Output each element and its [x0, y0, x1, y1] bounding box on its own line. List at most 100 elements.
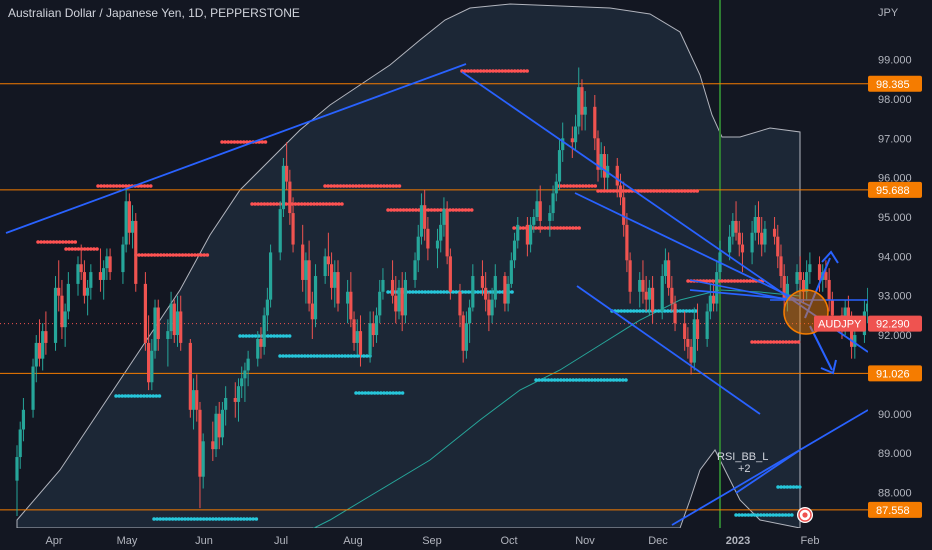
candle[interactable] [503, 272, 507, 312]
candle[interactable] [529, 217, 533, 253]
candle[interactable] [15, 445, 19, 517]
candle[interactable] [506, 276, 510, 312]
channel-upper[interactable] [689, 279, 791, 301]
candle[interactable] [191, 378, 196, 430]
candle[interactable] [772, 217, 777, 245]
candle[interactable] [695, 303, 700, 351]
candle[interactable] [326, 232, 330, 277]
candle[interactable] [34, 335, 38, 383]
candle[interactable] [358, 315, 363, 367]
candle[interactable] [31, 358, 35, 418]
candle[interactable] [779, 244, 783, 288]
candle[interactable] [147, 315, 151, 391]
trend-lines[interactable] [5, 63, 868, 526]
candle[interactable] [615, 157, 619, 198]
candle[interactable] [734, 201, 738, 241]
candle[interactable] [304, 252, 308, 304]
candle[interactable] [416, 224, 420, 273]
candle[interactable] [307, 240, 311, 312]
candle[interactable] [265, 287, 269, 332]
candle[interactable] [670, 276, 674, 312]
candle[interactable] [403, 272, 408, 324]
candle[interactable] [827, 268, 831, 312]
candle[interactable] [201, 433, 205, 489]
candle[interactable] [763, 220, 767, 253]
candle[interactable] [259, 327, 263, 359]
candle[interactable] [622, 181, 626, 237]
candle[interactable] [166, 319, 170, 367]
candle[interactable] [866, 287, 869, 324]
candle[interactable] [329, 252, 334, 300]
candle[interactable] [41, 323, 45, 371]
candle[interactable] [423, 189, 427, 241]
candle[interactable] [124, 189, 128, 253]
candle[interactable] [705, 303, 709, 347]
candle[interactable] [368, 311, 372, 363]
candle[interactable] [240, 366, 244, 399]
candle[interactable] [468, 299, 472, 343]
candle[interactable] [220, 401, 225, 446]
candle[interactable] [21, 398, 26, 442]
candle[interactable] [86, 279, 90, 316]
candle[interactable] [390, 260, 395, 304]
candle[interactable] [580, 79, 584, 131]
candle[interactable] [557, 138, 562, 190]
candle[interactable] [394, 276, 398, 324]
candle[interactable] [554, 173, 558, 202]
candle[interactable] [593, 95, 597, 151]
trend-line-1[interactable] [461, 71, 868, 353]
candle[interactable] [82, 260, 87, 304]
candle[interactable] [471, 264, 475, 312]
candle[interactable] [336, 260, 340, 312]
candle[interactable] [490, 287, 494, 324]
candle[interactable] [150, 338, 154, 391]
candle[interactable] [599, 142, 603, 178]
candle[interactable] [211, 421, 215, 461]
candle[interactable] [246, 350, 250, 387]
candle[interactable] [663, 248, 668, 284]
target-icon[interactable] [797, 507, 813, 523]
candle[interactable] [817, 256, 822, 292]
candle[interactable] [397, 279, 401, 320]
candle[interactable] [602, 146, 607, 190]
candle[interactable] [381, 268, 385, 300]
candle[interactable] [731, 213, 735, 245]
trend-line-5[interactable] [735, 449, 801, 494]
candle[interactable] [288, 169, 292, 225]
candle[interactable] [172, 299, 176, 343]
candle[interactable] [134, 213, 138, 292]
candle[interactable] [76, 256, 80, 296]
candle[interactable] [798, 256, 802, 288]
candle[interactable] [79, 244, 83, 280]
candle[interactable] [37, 319, 42, 367]
candle[interactable] [175, 295, 180, 347]
candle[interactable] [808, 252, 812, 284]
candle[interactable] [195, 374, 199, 422]
candle[interactable] [374, 307, 379, 343]
trend-line-2[interactable] [574, 192, 811, 307]
candle[interactable] [371, 311, 375, 347]
candle[interactable] [333, 260, 337, 308]
candle[interactable] [121, 236, 125, 284]
candle[interactable] [570, 126, 574, 158]
candle[interactable] [487, 291, 491, 332]
trend-line-4[interactable] [671, 409, 868, 526]
candle[interactable] [625, 213, 629, 273]
candle[interactable] [310, 291, 314, 339]
candle[interactable] [130, 205, 135, 249]
candle[interactable] [750, 220, 754, 265]
candle[interactable] [689, 338, 693, 375]
candle[interactable] [66, 272, 70, 320]
candle[interactable] [692, 307, 696, 371]
candle[interactable] [198, 401, 202, 509]
candle[interactable] [44, 311, 48, 355]
candle[interactable] [419, 193, 424, 245]
candle[interactable] [525, 217, 529, 257]
candle[interactable] [243, 362, 247, 402]
candle[interactable] [641, 260, 645, 304]
candle[interactable] [532, 209, 536, 233]
candle[interactable] [153, 299, 157, 359]
candle[interactable] [233, 382, 237, 418]
